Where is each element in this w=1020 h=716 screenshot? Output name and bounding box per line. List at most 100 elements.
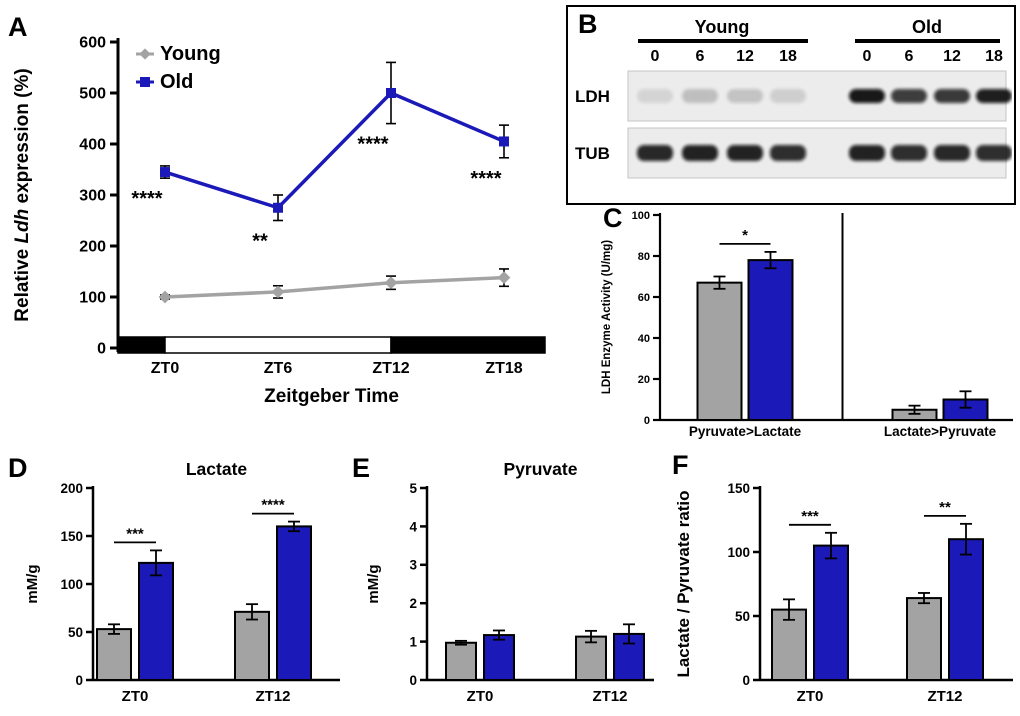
y-tick-label: 600	[79, 35, 106, 52]
y-tick-label: 500	[79, 86, 106, 103]
x-tick-label: ZT12	[372, 360, 409, 377]
bar-old-zt12	[276, 525, 312, 682]
blot-lane-label: 12	[943, 48, 961, 65]
bar-young-zt12	[234, 610, 270, 681]
x-category-label: ZT0	[797, 688, 824, 705]
significance-stars: **	[939, 499, 951, 516]
bar-young-zt0	[771, 608, 807, 682]
marker-diamond	[271, 285, 285, 299]
blot-band	[976, 89, 1012, 103]
panel-f-label: F	[672, 450, 689, 480]
blot-row-label: LDH	[575, 87, 610, 106]
light-dark-bar-segment	[390, 336, 546, 354]
marker-diamond	[158, 290, 172, 304]
panel-c: C 0 20 40 60 80 100 Pyruvate>Lactate * Lactate>P…	[585, 205, 1020, 448]
legend-label: Young	[160, 43, 221, 65]
bar-old-zt0	[813, 544, 849, 681]
y-axis-label: Lactate / Pyruvate ratio	[674, 490, 693, 677]
blot-row-label: TUB	[575, 144, 610, 163]
y-tick-label: 100	[632, 210, 650, 222]
bar-young-zt12	[575, 635, 607, 681]
blot-lane-label: 12	[736, 48, 754, 65]
panel-f-bar-chart: 0 50 100 150 ZT0 *** ZT12 ** Lactate / Pyruvate …	[674, 481, 1013, 705]
bar-old-zt0	[483, 634, 515, 682]
y-tick-label: 200	[79, 239, 106, 256]
blot-group-label: Young	[695, 17, 750, 37]
legend-marker	[140, 77, 150, 87]
x-category-label: ZT12	[255, 688, 290, 705]
panel-b-label: B	[578, 9, 598, 39]
chart-title: Lactate	[186, 459, 248, 479]
panel-e: E 0 1 2 3 4 5 ZT0 ZT12 mM/g Pyruvate	[352, 448, 667, 714]
y-tick-label: 20	[638, 374, 650, 386]
x-category-label: ZT12	[927, 688, 962, 705]
legend-marker	[139, 48, 151, 60]
bar-young-zt12	[906, 597, 942, 681]
bar-young-zt0	[96, 628, 132, 681]
significance-stars: *	[742, 227, 748, 244]
light-dark-bar-segment	[117, 336, 166, 354]
x-tick-label: ZT6	[264, 360, 293, 377]
x-category-label: Pyruvate>Lactate	[689, 424, 802, 439]
blot-band	[637, 89, 673, 103]
marker-square	[499, 136, 509, 147]
bar-old-zt12	[948, 538, 984, 681]
significance-stars: ****	[357, 134, 388, 156]
panel-c-label: C	[603, 203, 623, 233]
blot-band	[934, 145, 970, 161]
x-tick-label: ZT0	[151, 360, 180, 377]
panel-d: D 0 50 100 150 200 ZT0 *** ZT12 **** mM/g Lactate	[5, 448, 353, 714]
panel-e-label: E	[352, 453, 371, 483]
legend-label: Old	[160, 71, 193, 93]
blot-band	[682, 89, 718, 103]
marker-diamond	[497, 271, 511, 284]
y-tick-label: 50	[68, 625, 83, 640]
series-line-old	[164, 91, 505, 210]
y-tick-label: 5	[409, 481, 417, 496]
y-axis-label: mM/g	[24, 564, 41, 603]
x-tick-label: ZT18	[485, 360, 522, 377]
blot-band	[682, 145, 718, 161]
significance-stars: ***	[126, 525, 144, 542]
blot-band	[976, 145, 1012, 161]
y-tick-label: 100	[60, 577, 83, 592]
blot-lane-label: 18	[985, 48, 1003, 65]
blot-band	[727, 145, 763, 161]
y-tick-label: 3	[409, 558, 417, 573]
marker-square	[273, 202, 283, 213]
y-tick-label: 150	[727, 481, 750, 496]
y-tick-label: 80	[638, 251, 650, 263]
y-tick-label: 100	[727, 545, 750, 560]
blot-lane-label: 6	[696, 48, 705, 65]
panel-a: A 0 100 200 300 400 500 600 **** ** **** **** ZT0 ZT…	[0, 0, 565, 447]
panel-d-bar-chart: 0 50 100 150 200 ZT0 *** ZT12 **** mM/g Lactate	[24, 459, 340, 705]
bar-old-pyruvate>lactate	[747, 259, 794, 421]
y-tick-label: 40	[638, 333, 650, 345]
light-dark-bar-segment	[164, 336, 392, 354]
bar-young-zt0	[445, 641, 477, 681]
y-tick-label: 200	[60, 481, 83, 496]
y-tick-label: 0	[409, 673, 417, 688]
bar-young-pyruvate>lactate	[696, 281, 743, 422]
blot-band	[849, 145, 885, 161]
y-tick-label: 400	[79, 137, 106, 154]
blot-band	[770, 145, 806, 161]
marker-square	[386, 88, 396, 98]
panel-b-western-blot: B Young Old 0 6 12 18 0 6 12 18 LDH TUB	[566, 5, 1016, 205]
panel-c-bar-chart: 0 20 40 60 80 100 Pyruvate>Lactate * Lactate>Pyr…	[601, 210, 1013, 439]
bar-old-zt0	[138, 561, 174, 681]
blot-band	[637, 145, 673, 161]
y-tick-label: 300	[79, 188, 106, 205]
x-axis-label: Zeitgeber Time	[264, 386, 399, 407]
y-tick-label: 50	[735, 609, 750, 624]
panel-d-label: D	[8, 453, 28, 483]
y-tick-label: 1	[409, 634, 417, 649]
panel-b-blot-image: Young Old 0 6 12 18 0 6 12 18 LDH TUB	[575, 17, 1012, 179]
chart-title: Pyruvate	[504, 459, 578, 479]
y-tick-label: 100	[79, 290, 106, 307]
marker-diamond	[384, 276, 398, 290]
marker-square	[160, 167, 170, 178]
blot-band	[891, 89, 927, 103]
significance-stars: ****	[470, 168, 501, 190]
